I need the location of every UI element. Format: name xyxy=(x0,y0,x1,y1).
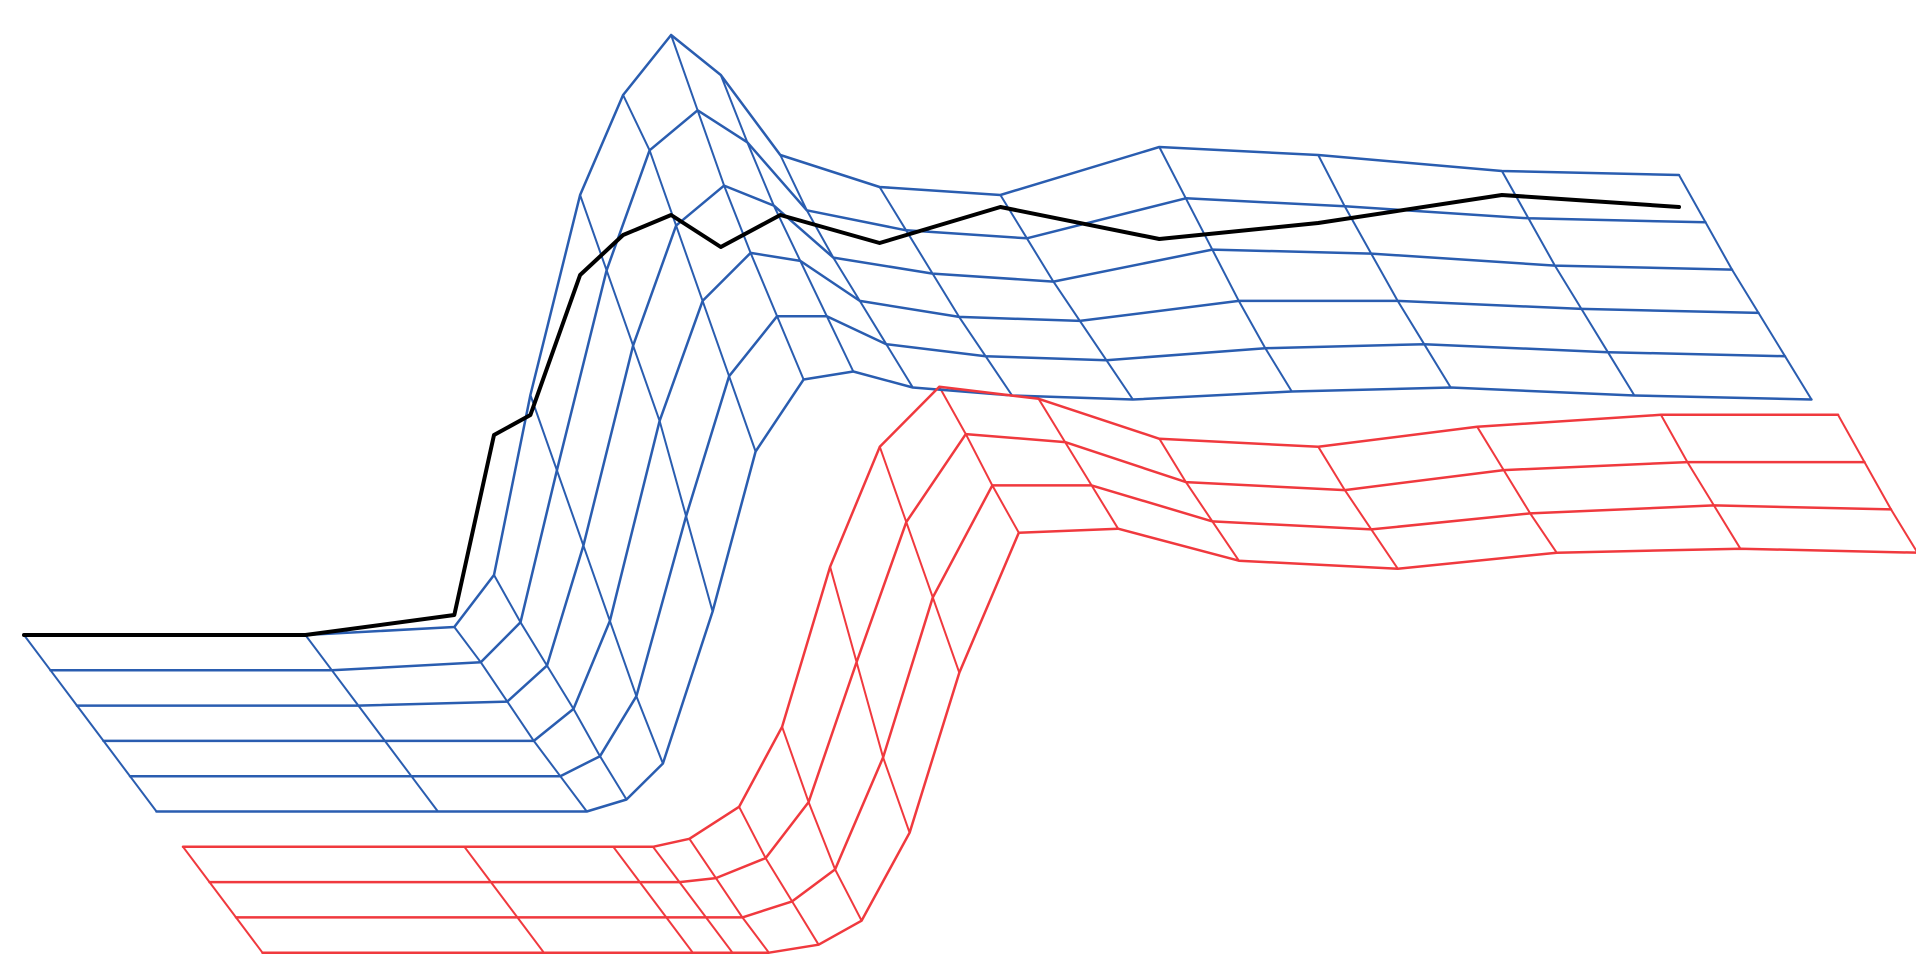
surface-cross-line xyxy=(463,845,545,954)
surface-row-line xyxy=(49,109,1707,672)
surface-cross-line xyxy=(1037,397,1120,530)
surface-cross-line xyxy=(688,837,770,954)
surface-cross-line xyxy=(1476,425,1558,554)
surface-cross-line xyxy=(1500,170,1636,397)
surface-cross-line xyxy=(493,574,628,801)
surface-cross-line xyxy=(652,845,734,954)
surface-cross-line xyxy=(1659,413,1742,550)
surface-cross-line xyxy=(1837,413,1916,553)
surface-row-line xyxy=(261,527,1916,954)
surface-cross-line xyxy=(1158,437,1240,562)
surface-row-line xyxy=(234,484,1893,919)
surface-cross-line xyxy=(1678,174,1813,401)
surface-row-line xyxy=(22,33,1681,637)
surface-cross-line xyxy=(453,626,588,813)
surface-cross-line xyxy=(529,394,664,765)
surface-row-line xyxy=(75,184,1734,707)
surface-row-line xyxy=(181,385,1840,849)
spectrum-line xyxy=(22,193,1681,637)
surface-cross-line xyxy=(878,186,1014,397)
surface-row-line xyxy=(208,432,1866,884)
surface-row-line xyxy=(102,251,1760,743)
surface-cross-line xyxy=(612,845,694,954)
surface-cross-line xyxy=(878,445,961,674)
surface-cross-line xyxy=(23,634,158,813)
surface-row-line xyxy=(155,370,1813,813)
surface-cross-line xyxy=(1317,445,1399,570)
surface-cross-line xyxy=(781,725,863,922)
surface-cross-line xyxy=(1158,146,1293,393)
surface-cross-line xyxy=(304,634,439,813)
surface-cross-line xyxy=(1317,154,1452,389)
surface-cross-line xyxy=(938,385,1020,534)
surface-cross-line xyxy=(999,194,1134,401)
surface-cross-line xyxy=(579,194,714,613)
surface-row-line xyxy=(128,314,1787,778)
surface-cross-line xyxy=(779,154,914,389)
surface-cross-line xyxy=(622,94,757,453)
surface-cross-line xyxy=(829,565,911,834)
surface-cross-line xyxy=(719,74,855,373)
surface-cross-line xyxy=(670,34,805,381)
surface-cross-line xyxy=(182,845,264,954)
surface-cross-line xyxy=(738,805,820,946)
